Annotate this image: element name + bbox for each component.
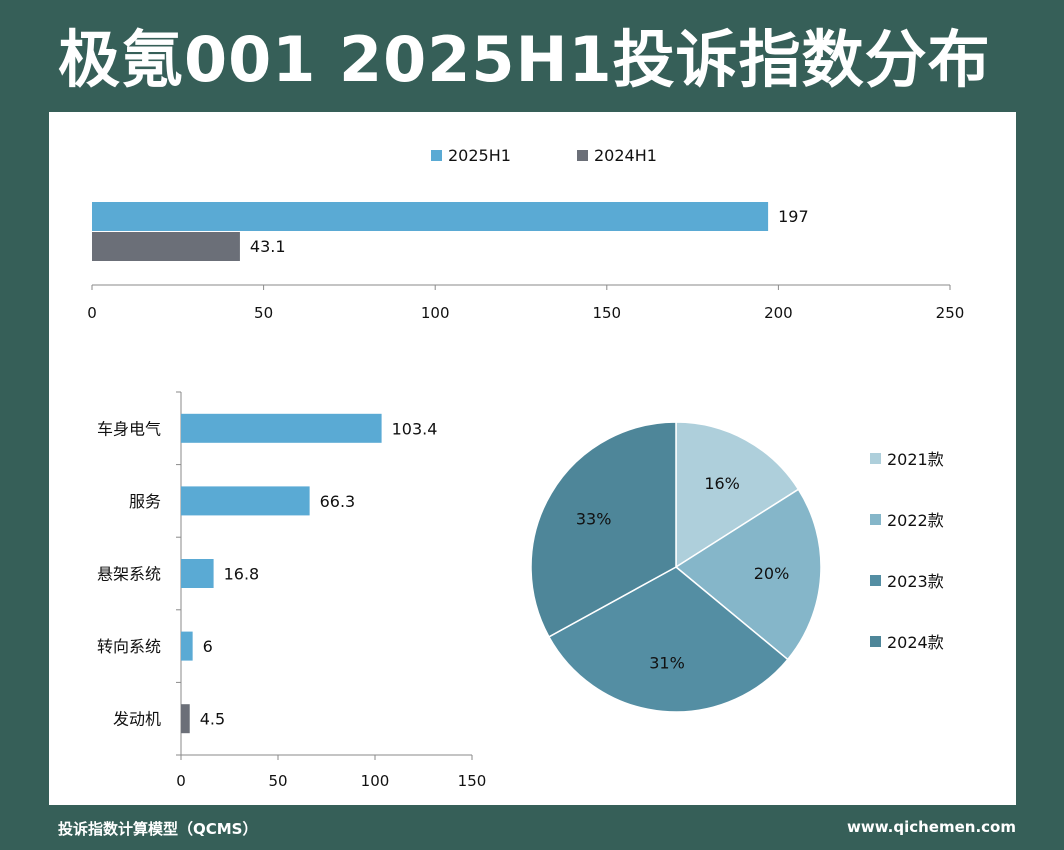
category-label: 车身电气 <box>97 419 161 438</box>
pie-percent-label: 20% <box>754 564 790 583</box>
cat-x-tick-label: 150 <box>458 772 487 790</box>
bar-车身电气 <box>181 413 382 443</box>
pie-percent-label: 16% <box>704 474 740 493</box>
pie-legend-label: 2023款 <box>887 572 944 591</box>
category-label: 悬架系统 <box>97 565 161 584</box>
category-label: 发动机 <box>113 710 161 729</box>
cat-x-tick-label: 100 <box>361 772 390 790</box>
bar-value-label: 16.8 <box>224 565 260 584</box>
bar-value-label: 6 <box>203 637 213 656</box>
pie-slice-2022款 <box>674 488 822 661</box>
bar-2025H1 <box>92 202 769 231</box>
top-x-tick-label: 150 <box>592 304 621 322</box>
legend-label-2024H1: 2024H1 <box>594 146 657 165</box>
top-x-tick-label: 50 <box>254 304 273 322</box>
bar-label-2024H1: 43.1 <box>250 237 286 256</box>
pie-legend-swatch <box>870 514 881 525</box>
bar-服务 <box>181 486 310 516</box>
bar-悬架系统 <box>181 559 214 588</box>
bar-label-2025H1: 197 <box>778 207 809 226</box>
cat-x-tick-label: 0 <box>176 772 186 790</box>
top-x-tick-label: 0 <box>87 304 97 322</box>
legend-swatch-2024H1 <box>577 150 588 161</box>
chart-panel: 2025H1 2024H1 197 43.1 0 50 100 150 200 250 车身电气 10… <box>49 112 1016 805</box>
footer-model-label: 投诉指数计算模型（QCMS） <box>58 820 258 838</box>
top-x-tick-label: 200 <box>764 304 793 322</box>
bar-发动机 <box>181 704 190 734</box>
top-x-tick-label: 100 <box>421 304 450 322</box>
bar-2024H1 <box>92 232 240 261</box>
pie-slice-2024款 <box>530 421 677 638</box>
bar-转向系统 <box>181 631 193 661</box>
pie-percent-label: 33% <box>576 509 612 528</box>
footer-website: www.qichemen.com <box>847 818 1016 836</box>
pie-legend-label: 2022款 <box>887 511 944 530</box>
pie-legend-swatch <box>870 453 881 464</box>
page-title: 极氪001 2025H1投诉指数分布 <box>58 23 991 96</box>
category-label: 服务 <box>129 492 161 511</box>
pie-slice-2021款 <box>675 421 800 569</box>
bar-value-label: 103.4 <box>392 419 438 438</box>
pie-legend-label: 2024款 <box>887 633 944 652</box>
category-label: 转向系统 <box>97 637 161 656</box>
pie-legend-swatch <box>870 636 881 647</box>
pie-legend-label: 2021款 <box>887 450 944 469</box>
bar-value-label: 66.3 <box>320 492 356 511</box>
top-x-tick-label: 250 <box>936 304 965 322</box>
bar-value-label: 4.5 <box>200 710 225 729</box>
legend-label-2025H1: 2025H1 <box>448 146 511 165</box>
cat-x-tick-label: 50 <box>268 772 287 790</box>
pie-percent-label: 31% <box>649 653 685 672</box>
pie-slice-2023款 <box>547 566 789 713</box>
charts-svg: 2025H1 2024H1 197 43.1 0 50 100 150 200 250 车身电气 10… <box>87 146 965 790</box>
pie-legend-swatch <box>870 575 881 586</box>
legend-swatch-2025H1 <box>431 150 442 161</box>
